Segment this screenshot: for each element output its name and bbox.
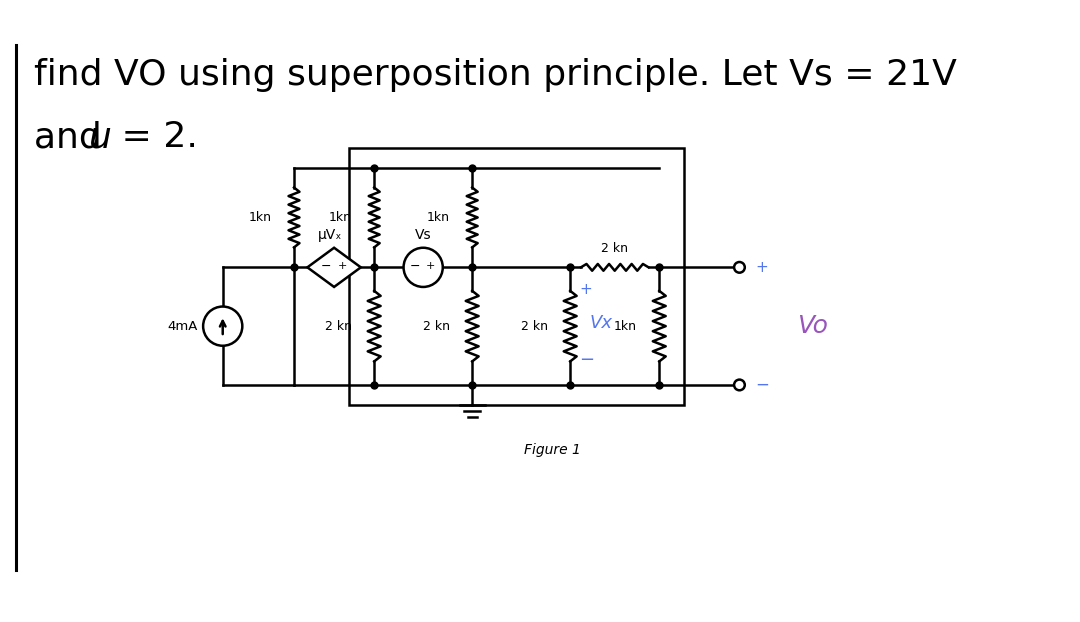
Text: 2 kn: 2 kn <box>521 320 548 333</box>
Circle shape <box>404 248 443 287</box>
Text: Vs: Vs <box>415 228 432 241</box>
Circle shape <box>734 262 745 272</box>
Text: Vo: Vo <box>797 314 828 338</box>
Text: find VO using superposition principle. Let Vs = 21V: find VO using superposition principle. L… <box>33 58 957 92</box>
Text: Figure 1: Figure 1 <box>524 443 581 457</box>
Circle shape <box>203 307 242 346</box>
Text: μVₓ: μVₓ <box>318 228 341 243</box>
Text: 1kn: 1kn <box>615 320 637 333</box>
Text: u: u <box>89 120 112 154</box>
Text: +: + <box>426 261 435 271</box>
Circle shape <box>734 379 745 390</box>
Text: −: − <box>756 376 769 394</box>
Text: and: and <box>33 120 113 154</box>
Text: +: + <box>337 261 347 271</box>
Text: 2 kn: 2 kn <box>325 320 352 333</box>
Text: 1kn: 1kn <box>427 211 450 224</box>
Text: = 2.: = 2. <box>110 120 199 154</box>
Text: +: + <box>580 282 593 297</box>
Text: −: − <box>410 260 420 273</box>
Text: 1kn: 1kn <box>329 211 352 224</box>
Text: −: − <box>579 351 594 369</box>
Text: 2 kn: 2 kn <box>423 320 450 333</box>
Text: 4mA: 4mA <box>167 320 198 333</box>
Text: −: − <box>321 260 332 273</box>
Text: 2 kn: 2 kn <box>602 242 629 255</box>
Bar <box>349 148 685 404</box>
Text: 1kn: 1kn <box>248 211 272 224</box>
Text: +: + <box>756 260 768 275</box>
Text: Vx: Vx <box>590 313 612 332</box>
Polygon shape <box>308 248 361 287</box>
